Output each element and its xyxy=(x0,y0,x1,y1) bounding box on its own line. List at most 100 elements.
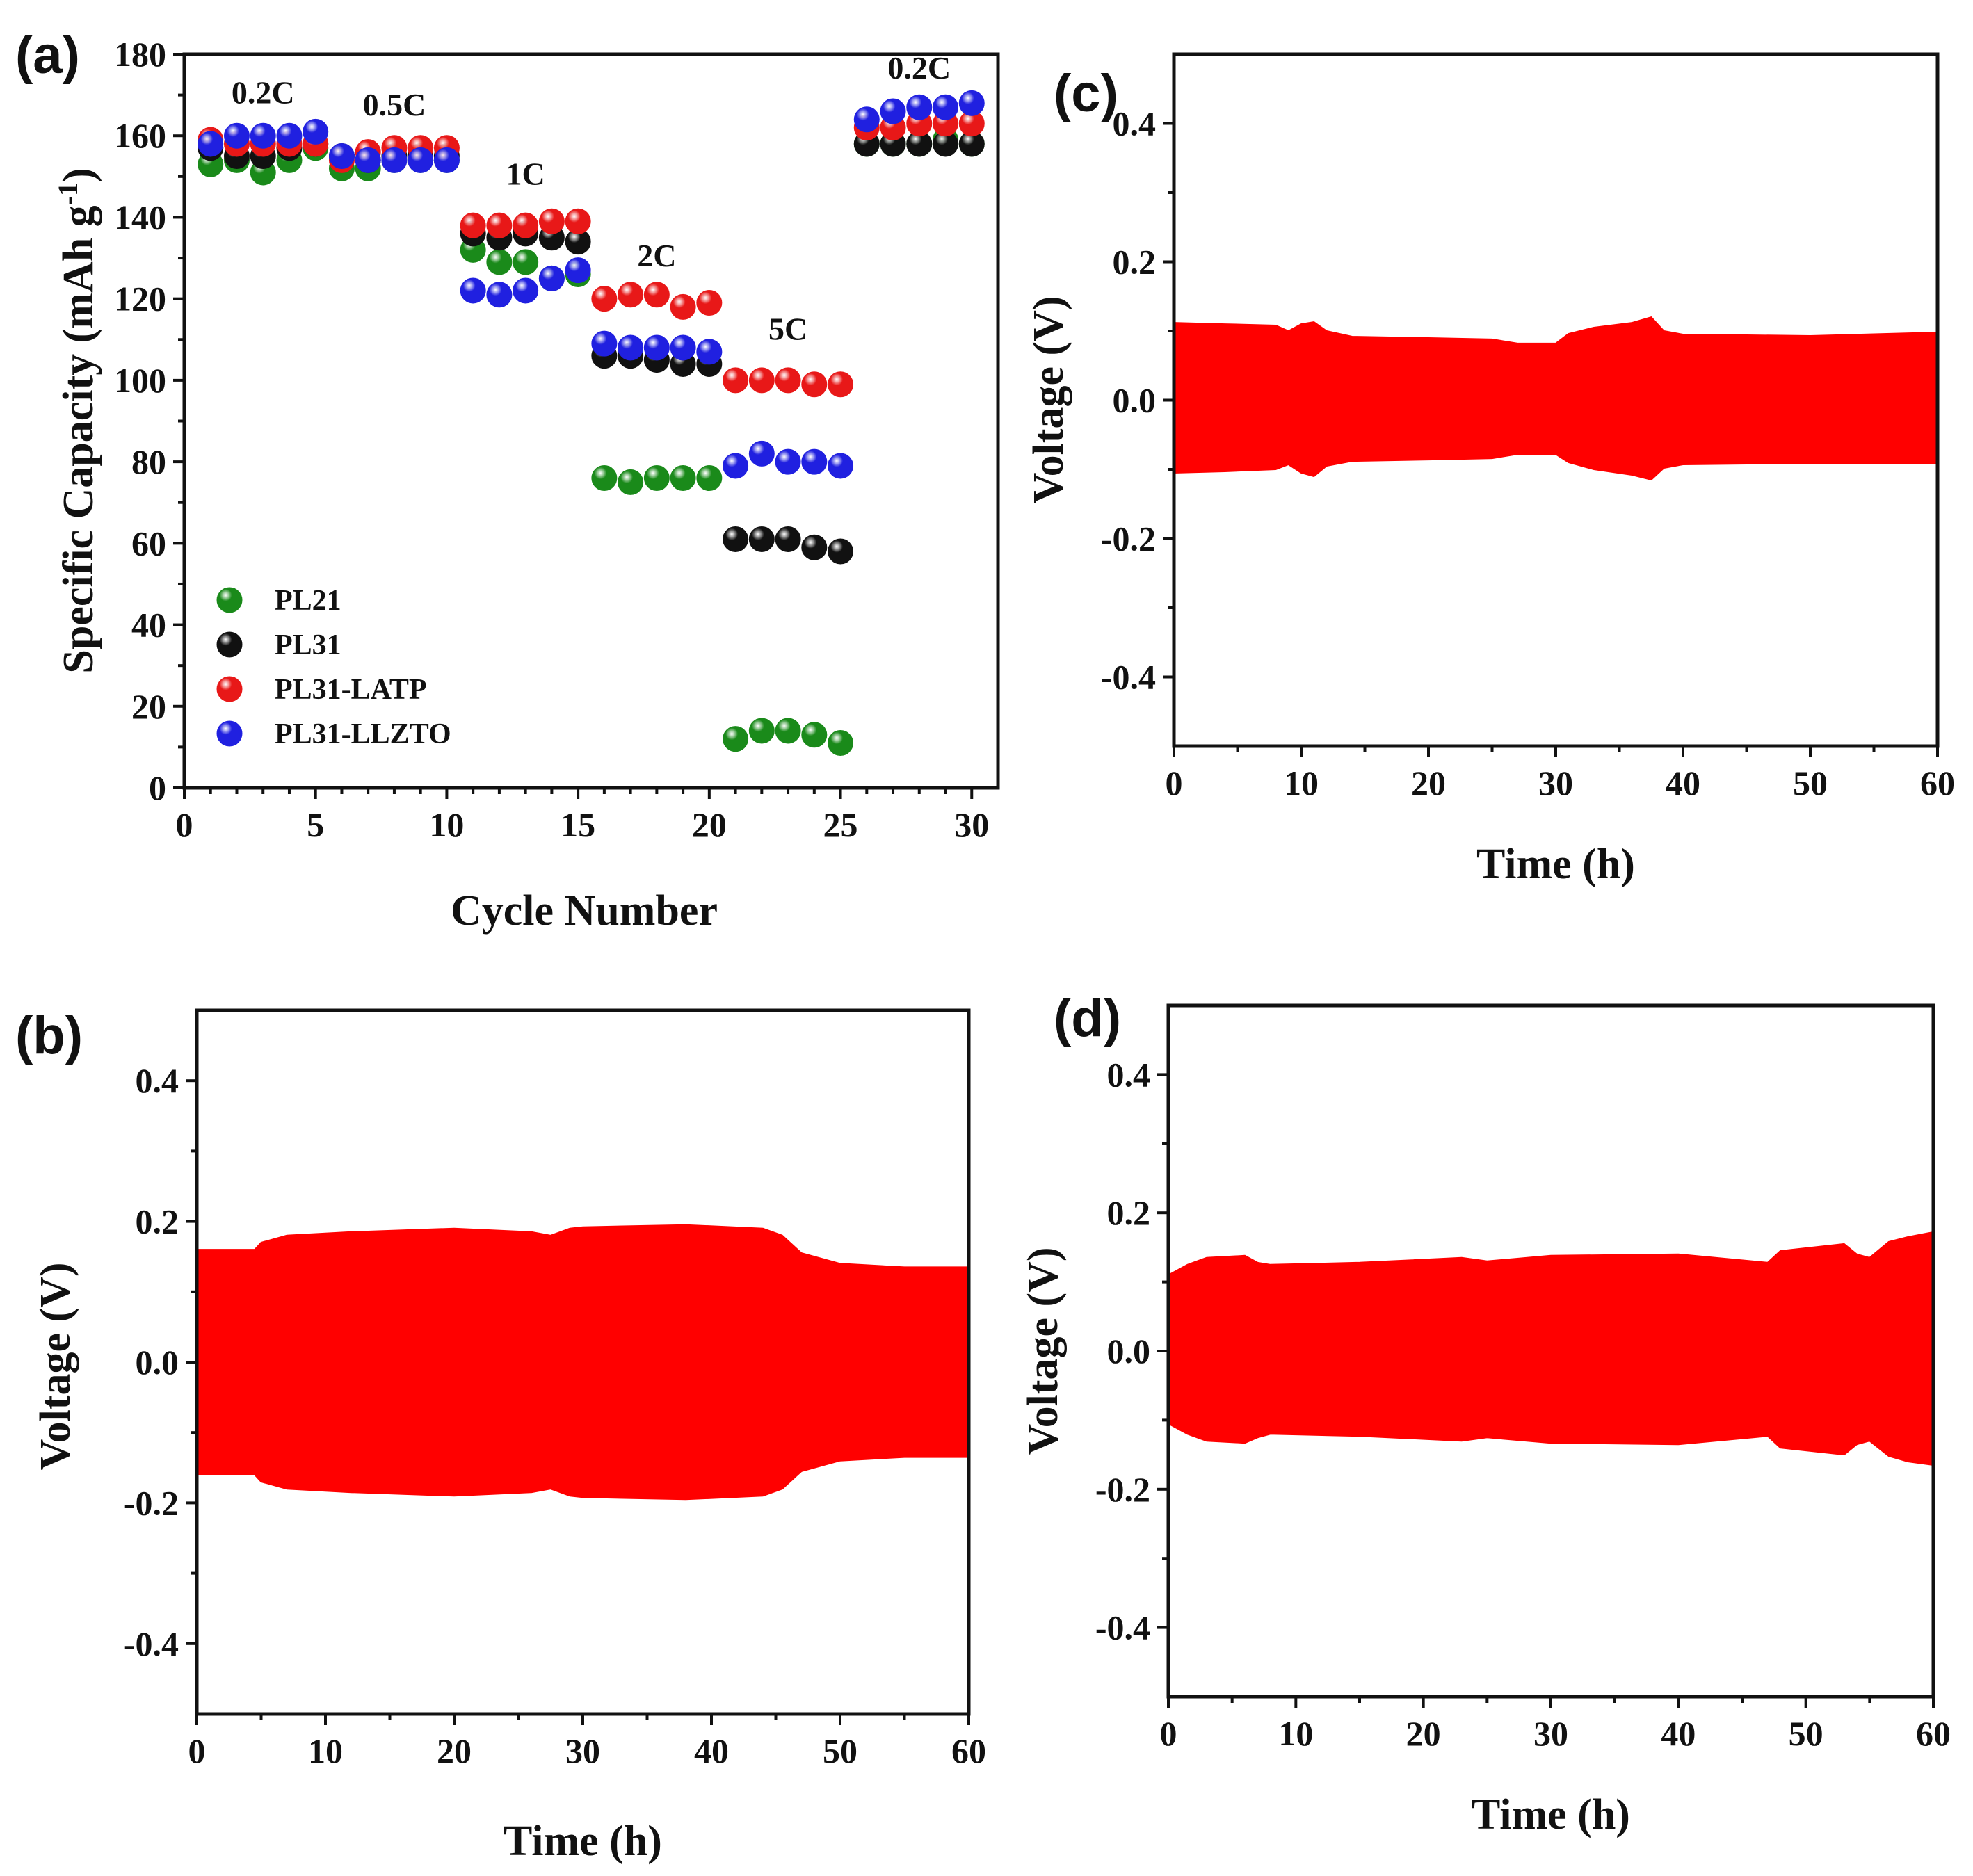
panel-a-x-tick-label-1: 5 xyxy=(307,805,324,844)
panel-a-y-tick-label-7: 140 xyxy=(114,197,166,236)
point-pl21-cycle-13 xyxy=(513,249,539,275)
legend-marker-pl31-llzto xyxy=(216,720,243,747)
rate-label-2: 1C xyxy=(506,156,545,192)
panel-b-x-tick-label-6: 60 xyxy=(951,1731,986,1770)
panel-b-x-tick-label-4: 40 xyxy=(694,1731,729,1770)
panel-c-plot-area xyxy=(1173,316,1938,481)
point-pl31-cycle-25 xyxy=(828,538,854,565)
point-pl31-llzto-cycle-3 xyxy=(250,122,276,149)
panel-a-x-axis-title: Cycle Number xyxy=(451,887,718,935)
legend-label-pl31-latp: PL31-LATP xyxy=(275,674,427,706)
panel-d-plot-area xyxy=(1168,1231,1934,1466)
panel-c-x-tick-label-5: 50 xyxy=(1793,763,1828,802)
point-pl31-latp-cycle-20 xyxy=(696,290,723,316)
panel-b-voltage-band xyxy=(196,1224,969,1501)
rate-label-5: 0.2C xyxy=(887,50,951,86)
panel-a-y-axis-title-sup: -1 xyxy=(52,182,83,205)
panel-b-y-tick-label-0: -0.4 xyxy=(124,1624,179,1663)
point-pl31-latp-cycle-13 xyxy=(513,212,539,238)
panel-b-axes: 0 10 20 30 40 50 60 -0.4 -0.2 0.0 0.2 0.4 xyxy=(124,1061,986,1770)
point-pl21-cycle-16 xyxy=(591,465,618,492)
panel-b-y-tick-label-1: -0.2 xyxy=(124,1483,179,1522)
point-pl21-cycle-24 xyxy=(801,722,828,748)
point-pl31-latp-cycle-25 xyxy=(828,371,854,398)
panel-a-letter: (a) xyxy=(15,26,80,85)
panel-a-y-tick-label-3: 60 xyxy=(131,524,166,563)
point-pl31-llzto-cycle-9 xyxy=(408,147,434,173)
panel-d-letter: (d) xyxy=(1054,989,1121,1048)
panel-a-y-tick-label-5: 100 xyxy=(114,361,166,400)
point-pl31-llzto-cycle-25 xyxy=(828,453,854,479)
panel-a-x-tick-label-3: 15 xyxy=(561,805,595,844)
point-pl31-cycle-22 xyxy=(748,526,775,552)
point-pl21-cycle-18 xyxy=(643,465,670,492)
series-pl31-llzto xyxy=(198,90,985,479)
panel-b-x-axis-title: Time (h) xyxy=(504,1818,662,1865)
panel-c-y-tick-label-4: 0.4 xyxy=(1113,104,1157,143)
point-pl31-llzto-cycle-21 xyxy=(723,453,749,479)
panel-d-y-axis-title: Voltage (V) xyxy=(1020,1247,1067,1455)
panel-a-x-tick-label-4: 20 xyxy=(692,805,727,844)
point-pl31-llzto-cycle-5 xyxy=(303,118,329,145)
panel-c-x-tick-label-2: 20 xyxy=(1411,763,1446,802)
point-pl31-latp-cycle-11 xyxy=(460,212,486,238)
panel-c-x-tick-label-1: 10 xyxy=(1284,763,1319,802)
point-pl31-llzto-cycle-30 xyxy=(958,90,985,116)
panel-c-x-tick-label-4: 40 xyxy=(1666,763,1700,802)
point-pl31-latp-cycle-15 xyxy=(565,208,591,234)
panel-d-y-tick-label-4: 0.4 xyxy=(1107,1055,1151,1094)
point-pl31-llzto-cycle-29 xyxy=(933,94,959,120)
panel-a-y-tick-label-1: 20 xyxy=(131,687,166,726)
panel-d-x-tick-label-2: 20 xyxy=(1406,1714,1441,1753)
point-pl21-cycle-20 xyxy=(696,465,723,492)
panel-c-letter: (c) xyxy=(1054,64,1118,123)
point-pl31-llzto-cycle-19 xyxy=(670,334,696,361)
panel-b-x-tick-label-0: 0 xyxy=(188,1731,206,1770)
panel-d-axes: 0 10 20 30 40 50 60 -0.4 -0.2 0.0 0.2 0.4 xyxy=(1095,1055,1951,1753)
panel-c-y-tick-label-1: -0.2 xyxy=(1101,519,1156,558)
panel-b-x-tick-label-1: 10 xyxy=(308,1731,343,1770)
panel-a-plot-area: 0.2C 0.5C 1C 2C 5C 0.2C xyxy=(198,50,985,757)
panel-c-axes: 0 10 20 30 40 50 60 -0.4 -0.2 0.0 0.2 0.4 xyxy=(1101,104,1955,803)
rate-label-4: 5C xyxy=(768,311,807,346)
point-pl31-llzto-cycle-6 xyxy=(328,143,355,170)
point-pl31-llzto-cycle-24 xyxy=(801,448,828,475)
panel-a-y-axis-title-main: Specific Capacity (mAh g xyxy=(55,205,102,673)
panel-a-x-tick-label-5: 25 xyxy=(823,805,858,844)
point-pl31-llzto-cycle-4 xyxy=(276,122,303,149)
panel-d-voltage-band xyxy=(1168,1231,1934,1466)
point-pl21-cycle-23 xyxy=(775,718,801,744)
point-pl31-llzto-cycle-20 xyxy=(696,339,723,365)
point-pl31-llzto-cycle-17 xyxy=(618,334,644,361)
panel-a-y-axis-title-close: ) xyxy=(55,168,102,182)
point-pl31-llzto-cycle-14 xyxy=(538,265,565,291)
panel-b-x-tick-label-3: 30 xyxy=(565,1731,600,1770)
point-pl31-llzto-cycle-22 xyxy=(748,440,775,467)
point-pl31-latp-cycle-23 xyxy=(775,367,801,394)
rate-label-1: 0.5C xyxy=(363,87,426,122)
panel-b-plot-area xyxy=(196,1224,969,1501)
point-pl31-llzto-cycle-13 xyxy=(513,277,539,304)
point-pl31-latp-cycle-16 xyxy=(591,286,618,312)
panel-b-y-tick-label-4: 0.4 xyxy=(136,1061,179,1100)
panel-b-x-tick-label-2: 20 xyxy=(437,1731,472,1770)
point-pl31-llzto-cycle-2 xyxy=(223,122,250,149)
legend-label-pl31: PL31 xyxy=(275,629,341,661)
panel-b-y-tick-label-3: 0.2 xyxy=(136,1202,179,1241)
panel-a-x-tick-label-0: 0 xyxy=(176,805,193,844)
panel-a-x-tick-label-2: 10 xyxy=(429,805,464,844)
point-pl31-latp-cycle-24 xyxy=(801,371,828,398)
point-pl31-cycle-24 xyxy=(801,534,828,560)
point-pl31-llzto-cycle-7 xyxy=(355,147,381,173)
point-pl31-latp-cycle-21 xyxy=(723,367,749,394)
point-pl21-cycle-12 xyxy=(486,249,513,275)
panel-c-x-axis-title: Time (h) xyxy=(1476,841,1635,888)
point-pl31-llzto-cycle-26 xyxy=(853,106,880,133)
panel-a-y-tick-label-9: 180 xyxy=(114,35,166,74)
panel-a-x-tick-label-6: 30 xyxy=(954,805,989,844)
panel-b-y-axis-title: Voltage (V) xyxy=(32,1262,79,1470)
panel-d-x-tick-label-1: 10 xyxy=(1278,1714,1313,1753)
point-pl21-cycle-21 xyxy=(723,726,749,752)
panel-d-y-tick-label-2: 0.0 xyxy=(1107,1332,1151,1370)
